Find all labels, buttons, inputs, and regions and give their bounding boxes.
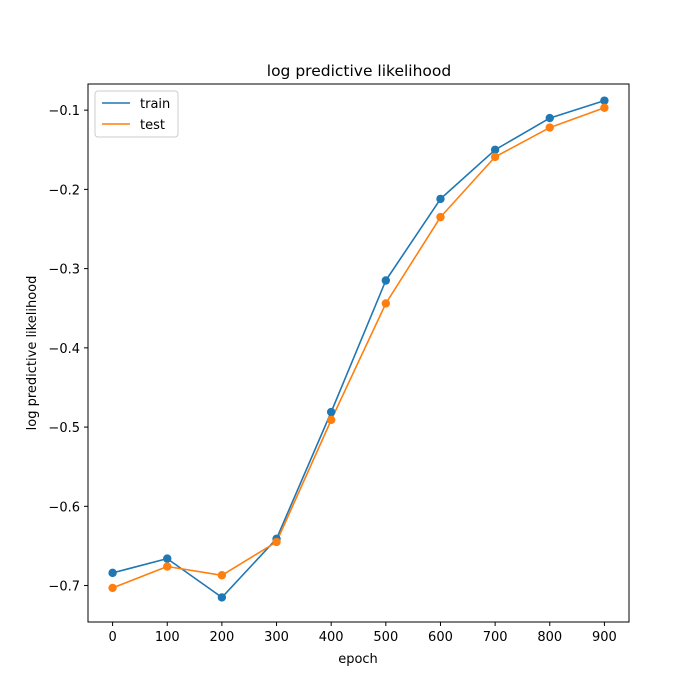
point-test [545, 123, 554, 132]
point-test [600, 103, 609, 112]
x-tick-label: 200 [209, 630, 234, 645]
y-tick-label: −0.4 [48, 342, 80, 357]
chart-title: log predictive likelihood [267, 62, 451, 80]
point-train [217, 593, 227, 602]
x-tick-label: 500 [373, 630, 398, 645]
x-axis: 0 100 200 300 400 500 600 700 800 900 [108, 622, 617, 645]
point-train [600, 96, 609, 105]
x-tick-label: 700 [483, 630, 508, 645]
x-tick-label: 100 [155, 630, 180, 645]
point-test [381, 299, 391, 308]
x-tick-label: 900 [592, 630, 617, 645]
legend-label-test: test [140, 118, 165, 133]
point-train [381, 276, 391, 285]
y-tick-label: −0.5 [48, 421, 80, 436]
y-axis-label: log predictive likelihood [25, 276, 40, 431]
y-tick-label: −0.3 [48, 263, 80, 278]
x-tick-label: 300 [264, 630, 289, 645]
point-test [436, 212, 445, 222]
point-train [326, 407, 336, 417]
point-test [490, 152, 500, 162]
legend-label-train: train [140, 97, 170, 112]
x-axis-label: epoch [338, 652, 378, 667]
point-train [163, 554, 172, 563]
y-tick-label: −0.7 [48, 580, 80, 595]
y-tick-label: −0.1 [48, 104, 80, 119]
point-train [108, 568, 117, 578]
point-test [326, 415, 336, 425]
y-tick-label: −0.6 [48, 500, 80, 515]
x-tick-label: 400 [319, 630, 344, 645]
point-test [217, 571, 227, 580]
series-line-train [112, 99, 605, 599]
x-tick-label: 0 [108, 630, 116, 645]
point-test [163, 562, 172, 571]
point-train [545, 113, 554, 123]
point-test [272, 537, 281, 547]
legend: train test [94, 90, 179, 138]
series-line-test [112, 107, 605, 589]
x-tick-label: 800 [537, 630, 562, 645]
point-train [436, 194, 445, 204]
series-layer [108, 96, 609, 602]
point-test [108, 583, 117, 593]
point-train [490, 145, 500, 154]
y-axis: −0.7 −0.6 −0.5 −0.4 −0.3 −0.2 −0.1 [48, 104, 88, 595]
plot-frame [87, 83, 630, 623]
x-tick-label: 600 [428, 630, 453, 645]
y-tick-label: −0.2 [48, 183, 80, 198]
